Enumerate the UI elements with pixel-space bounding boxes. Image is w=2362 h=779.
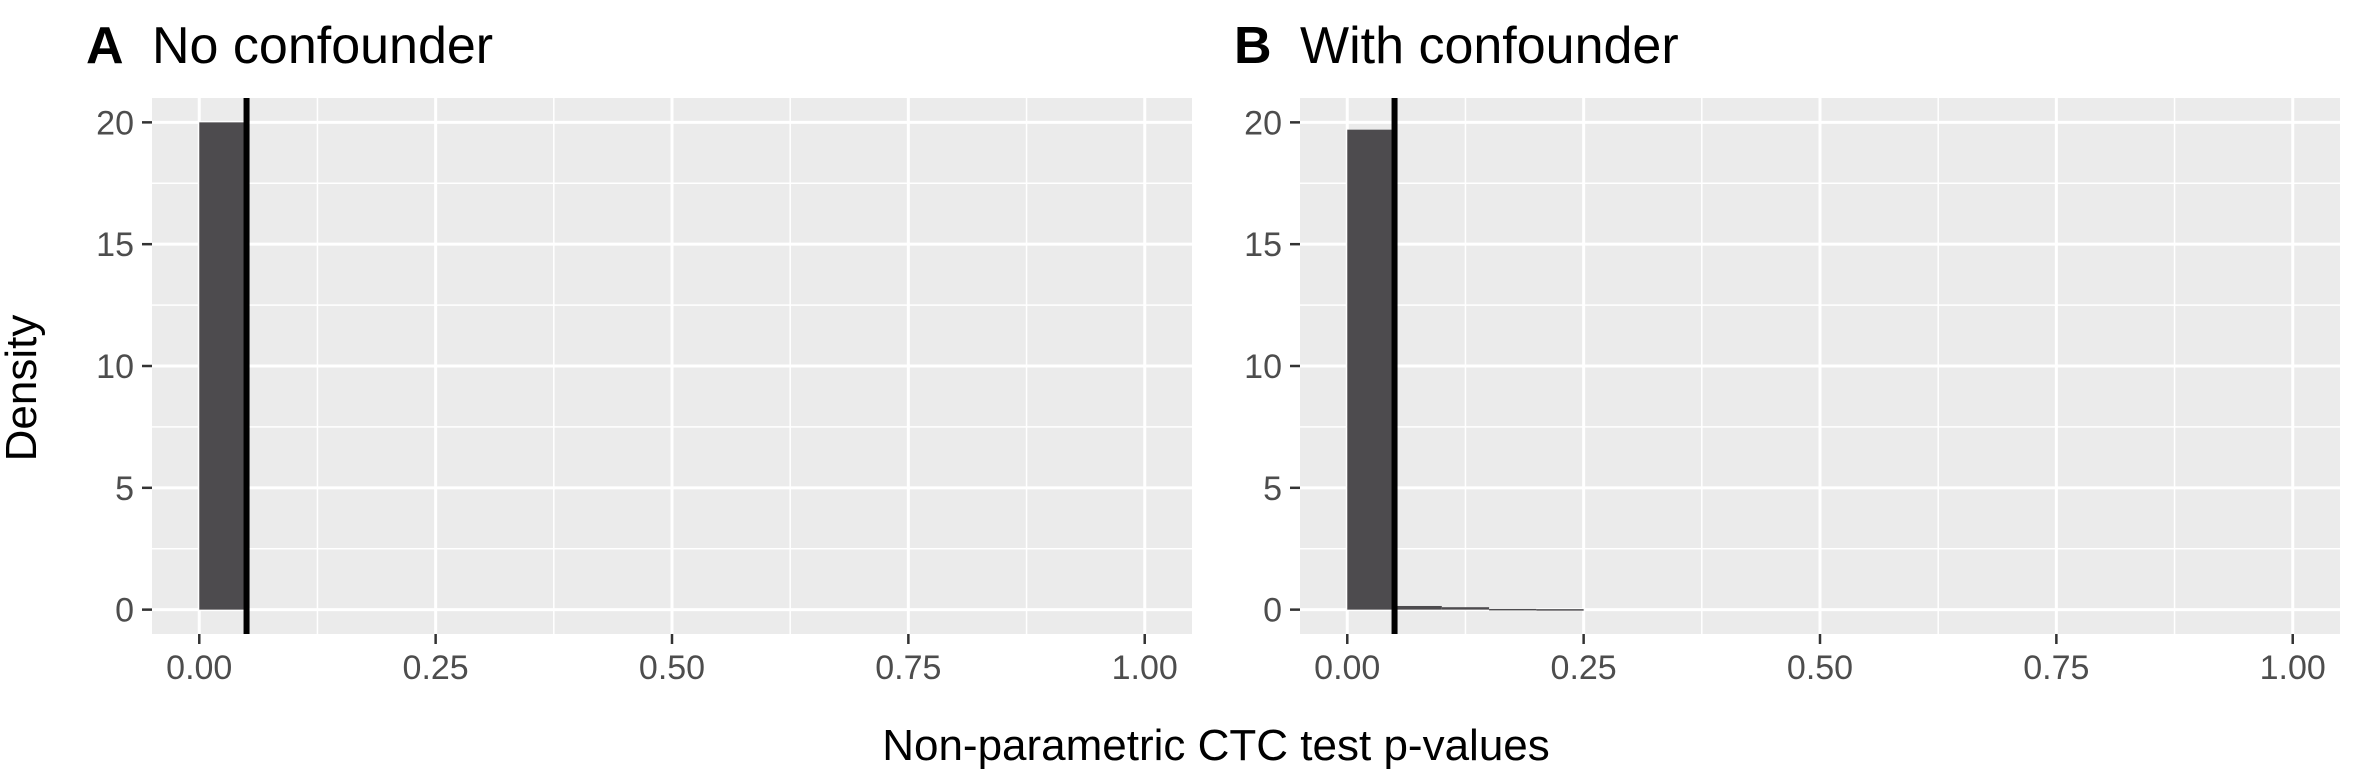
panel-a-bars <box>199 122 247 610</box>
x-tick-label: 0.75 <box>2023 649 2089 687</box>
panel-a-title: No confounder <box>152 17 493 75</box>
y-tick-label: 0 <box>115 592 134 630</box>
x-tick-label: 1.00 <box>2260 649 2326 687</box>
y-tick-label: 5 <box>1263 470 1282 508</box>
x-tick-label: 1.00 <box>1112 649 1178 687</box>
panel-b-title: With confounder <box>1300 17 1679 75</box>
panel-b-y-axis: 0 5 10 15 20 <box>1244 104 1300 630</box>
x-tick-label: 0.50 <box>639 649 705 687</box>
panel-b-x-axis: 0.00 0.25 0.50 0.75 1.00 <box>1314 634 2326 687</box>
histogram-bar <box>1394 605 1442 610</box>
y-tick-label: 5 <box>115 470 134 508</box>
x-tick-label: 0.25 <box>403 649 469 687</box>
panel-b-bars <box>1347 129 1584 611</box>
x-tick-label: 0.50 <box>1787 649 1853 687</box>
panel-b-letter: B <box>1234 17 1272 75</box>
panel-a-letter: A <box>86 17 124 75</box>
x-tick-label: 0.00 <box>1314 649 1380 687</box>
histogram-bar <box>1489 608 1537 611</box>
x-axis-title: Non-parametric CTC test p-values <box>882 721 1550 770</box>
x-tick-label: 0.75 <box>875 649 941 687</box>
panel-a-x-axis: 0.00 0.25 0.50 0.75 1.00 <box>166 634 1178 687</box>
histogram-bar <box>1441 607 1490 610</box>
y-tick-label: 10 <box>1244 348 1282 386</box>
histogram-bar <box>1347 129 1395 610</box>
y-tick-label: 15 <box>96 226 134 264</box>
panel-a: A No confounder 0 5 10 15 20 0.00 0.25 0.50 0.7… <box>86 17 1192 687</box>
y-tick-label: 20 <box>96 104 134 142</box>
y-tick-label: 20 <box>1244 104 1282 142</box>
x-tick-label: 0.00 <box>166 649 232 687</box>
y-tick-label: 15 <box>1244 226 1282 264</box>
histogram-bar <box>199 122 247 610</box>
panel-a-y-axis: 0 5 10 15 20 <box>96 104 152 630</box>
y-tick-label: 0 <box>1263 592 1282 630</box>
y-tick-label: 10 <box>96 348 134 386</box>
x-tick-label: 0.25 <box>1551 649 1617 687</box>
panel-b-gridlines <box>1300 98 2340 634</box>
y-axis-title: Density <box>0 315 46 462</box>
histogram-bar <box>1536 609 1584 611</box>
